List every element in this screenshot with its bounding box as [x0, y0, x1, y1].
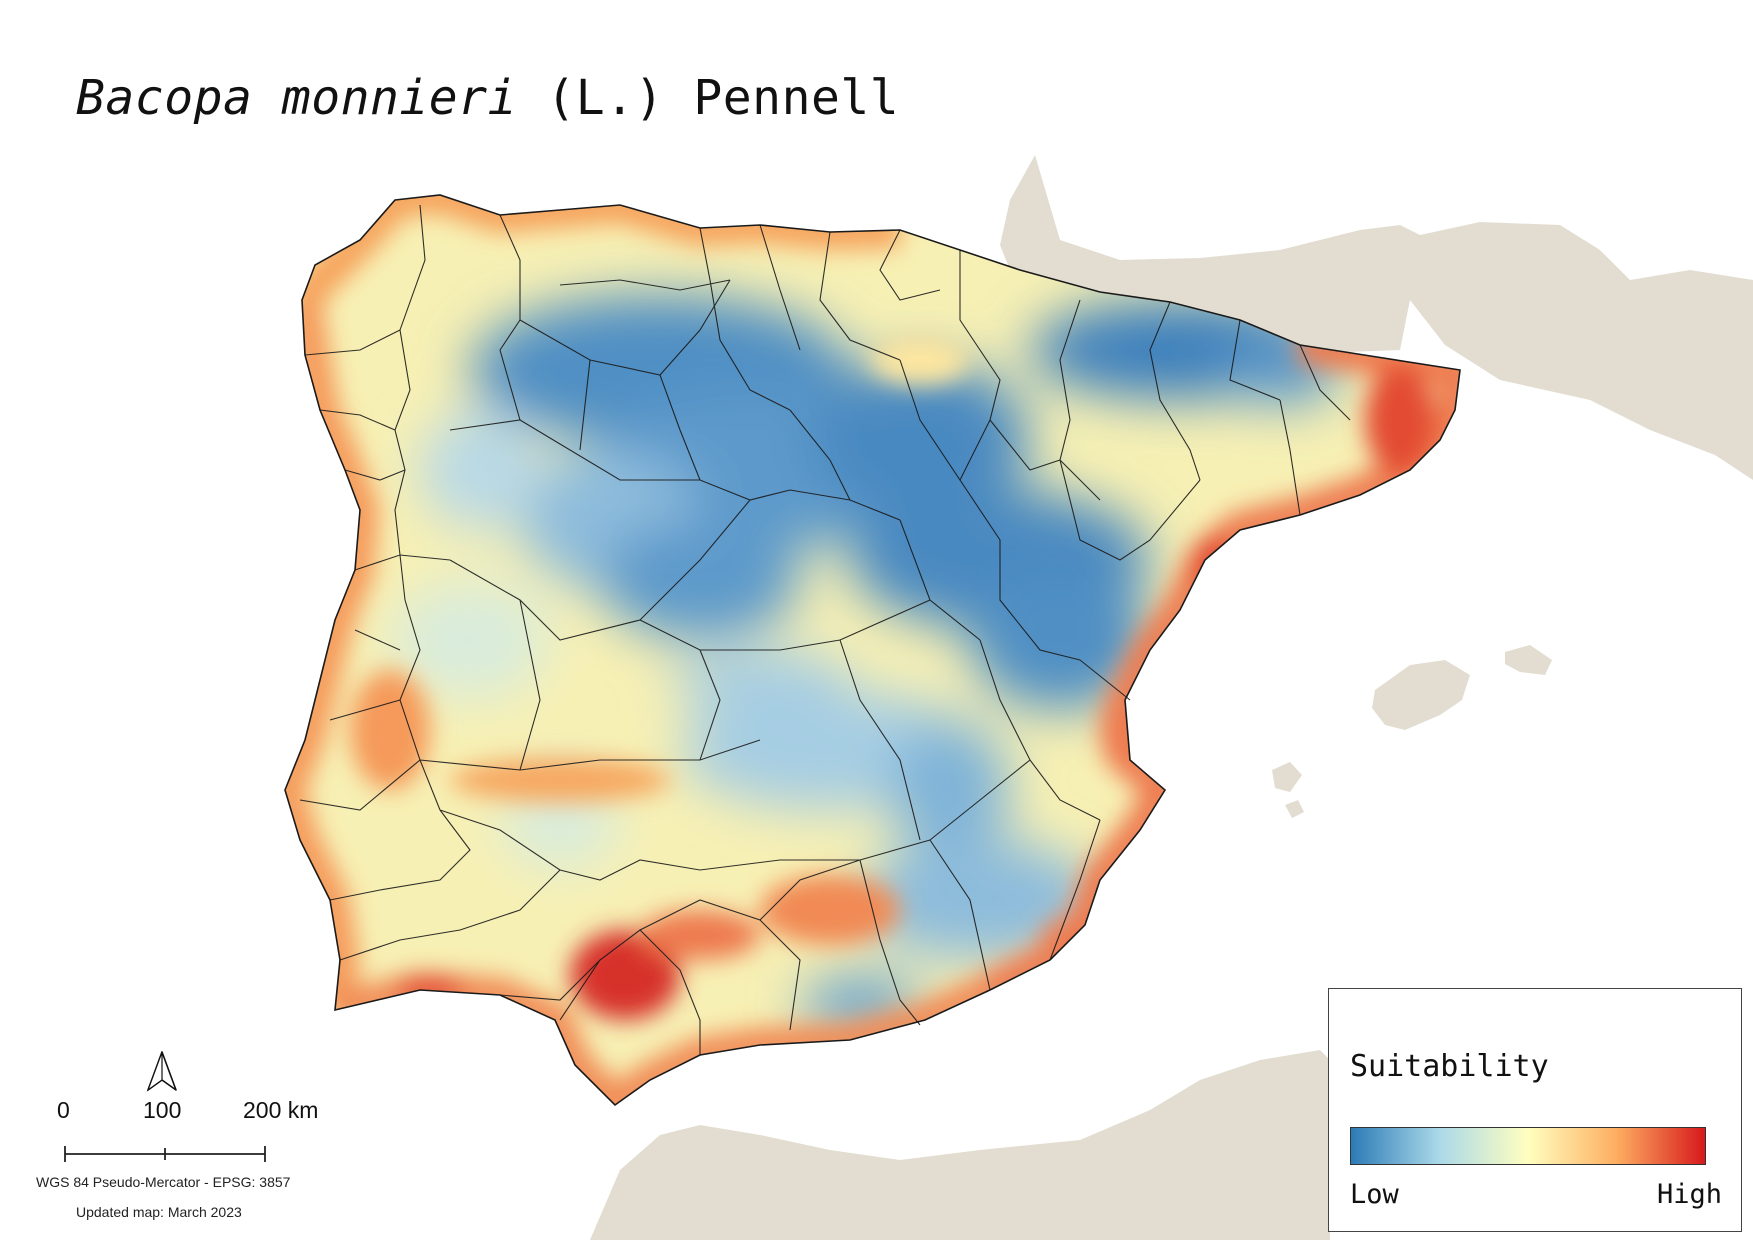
map-canvas	[284, 155, 1753, 1240]
map-panel	[0, 155, 1753, 1240]
province-boundaries	[299, 204, 1351, 1055]
africa-landmass	[590, 1050, 1330, 1240]
north-arrow-icon	[144, 1050, 180, 1099]
menorca-island	[1505, 645, 1552, 675]
crs-text: WGS 84 Pseudo-Mercator - EPSG: 3857	[36, 1174, 291, 1190]
ibiza-island	[1272, 762, 1302, 792]
scale-bar-block: 0 100 200 km WGS 84 Pseudo-Mercator - EP…	[30, 1040, 360, 1240]
scale-label-100: 100	[143, 1097, 182, 1123]
species-authority: (L.) Pennell	[546, 70, 900, 126]
map-title: Bacopa monnieri (L.) Pennell	[76, 70, 899, 126]
updated-date-text: Updated map: March 2023	[76, 1204, 242, 1220]
scale-label-0: 0	[57, 1097, 70, 1123]
species-name: Bacopa monnieri	[76, 70, 517, 126]
france-landmass	[1000, 155, 1753, 480]
scale-label-200: 200 km	[243, 1097, 319, 1123]
legend-low-label: Low	[1350, 1179, 1399, 1210]
scale-bar	[64, 1146, 266, 1162]
legend-color-ramp	[1350, 1127, 1706, 1165]
legend-high-label: High	[1656, 1179, 1722, 1210]
legend-title: Suitability	[1350, 1049, 1549, 1084]
mallorca-island	[1372, 660, 1470, 730]
formentera-island	[1285, 800, 1304, 818]
legend-box: Suitability Low High	[1328, 988, 1742, 1232]
